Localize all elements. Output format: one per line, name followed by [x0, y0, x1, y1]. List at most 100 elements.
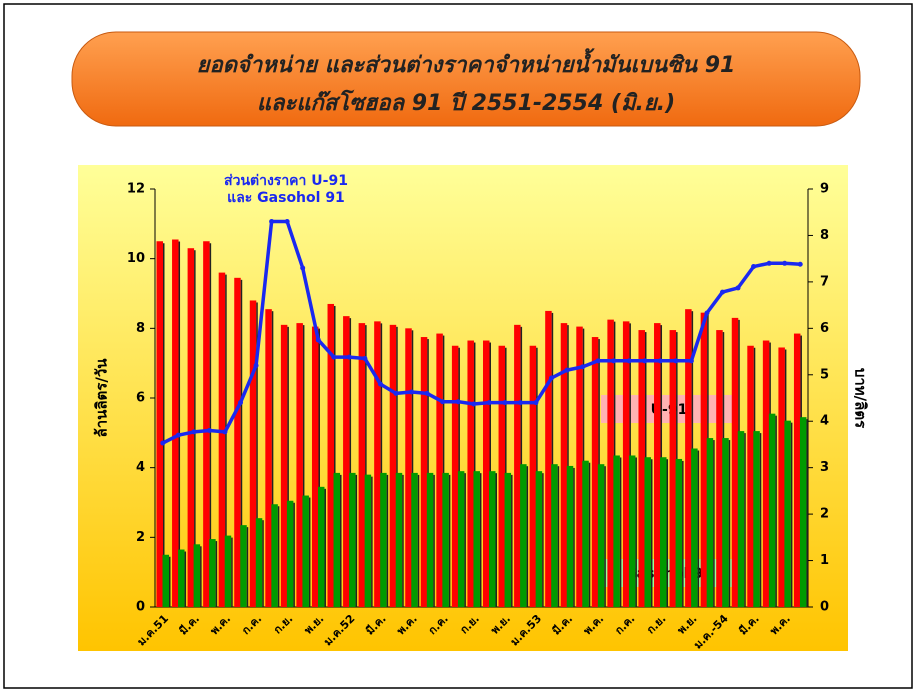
line-annotation: และ Gasohol 91	[227, 190, 345, 206]
bar-shadow	[200, 546, 202, 607]
bar	[343, 316, 350, 607]
y2-tick-label: 7	[820, 274, 829, 289]
bar	[473, 471, 480, 607]
bar	[451, 345, 459, 607]
bar-shadow	[417, 474, 420, 607]
bar	[731, 317, 739, 607]
bar	[644, 457, 651, 607]
bar-shadow	[340, 474, 342, 607]
line-marker	[284, 219, 290, 225]
bar	[622, 321, 630, 607]
y2-tick-label: 6	[820, 321, 829, 336]
bar	[514, 324, 521, 607]
bar	[535, 471, 543, 607]
bar	[551, 464, 558, 607]
y2-tick-label: 9	[820, 182, 829, 197]
bar	[311, 326, 319, 607]
bar-shadow	[744, 433, 746, 607]
line-marker	[564, 367, 570, 373]
bar-shadow	[169, 556, 171, 607]
bar-shadow	[287, 326, 289, 607]
bar	[504, 472, 512, 607]
line-marker	[486, 400, 492, 406]
y-tick-label: 0	[136, 600, 145, 615]
bar-shadow	[402, 474, 404, 607]
line-marker	[751, 264, 757, 270]
bar-shadow	[588, 462, 591, 607]
bar-shadow	[448, 474, 451, 607]
y2-tick-label: 0	[820, 600, 829, 615]
bar-shadow	[619, 457, 622, 607]
line-marker	[409, 389, 415, 395]
bar	[162, 554, 169, 607]
bar-shadow	[380, 323, 383, 607]
y-tick-label: 12	[127, 182, 145, 197]
line-marker	[595, 358, 601, 364]
bar	[265, 309, 272, 607]
bar	[613, 455, 620, 607]
line-marker	[346, 354, 352, 360]
bar-shadow	[526, 466, 529, 607]
line-marker	[533, 400, 539, 406]
bar	[457, 471, 465, 607]
bar	[489, 471, 496, 607]
bar	[395, 472, 403, 607]
line-marker	[688, 358, 694, 364]
bar	[467, 340, 474, 607]
line-marker	[704, 310, 710, 316]
bar-shadow	[495, 473, 497, 607]
bar	[768, 413, 776, 607]
bar	[327, 303, 335, 607]
bar-shadow	[806, 419, 808, 607]
bar	[280, 324, 288, 607]
bar	[691, 448, 698, 607]
bar	[747, 345, 754, 607]
line-marker	[424, 390, 430, 396]
y2-axis-label: บาท/ลิตร	[852, 368, 870, 429]
bar-shadow	[396, 326, 398, 607]
bar-shadow	[728, 440, 731, 607]
y-tick-label: 10	[127, 251, 145, 266]
y2-tick-label: 1	[820, 553, 829, 568]
line-marker	[782, 260, 788, 266]
line-marker	[377, 381, 383, 387]
line-marker	[222, 429, 228, 435]
bar	[234, 277, 241, 607]
bar	[302, 495, 309, 607]
bar	[660, 457, 667, 607]
bar	[374, 321, 381, 607]
line	[162, 219, 801, 445]
bar	[218, 272, 226, 607]
line-marker	[626, 358, 632, 364]
line-marker	[440, 399, 446, 405]
bar-shadow	[231, 537, 233, 607]
bar	[716, 330, 723, 607]
line-marker	[673, 358, 679, 364]
bar-shadow	[713, 440, 715, 607]
bar-shadow	[184, 551, 187, 607]
bar	[799, 417, 807, 607]
bar-shadow	[324, 488, 326, 607]
bar-shadow	[215, 541, 218, 607]
bar	[483, 340, 490, 607]
bar-shadow	[256, 302, 258, 607]
bar	[520, 464, 527, 607]
bar	[380, 472, 387, 607]
bar	[405, 328, 412, 607]
bar-shadow	[194, 250, 196, 607]
line-marker	[455, 399, 461, 405]
line-marker	[160, 440, 166, 446]
bar-shadow	[604, 466, 606, 607]
chart-title: ยอดจำหน่าย และส่วนต่างราคาจำหน่ายน้ำมันเ…	[197, 48, 736, 78]
y2-tick-label: 8	[820, 228, 829, 243]
bar-shadow	[542, 473, 544, 607]
bar	[156, 241, 163, 607]
bar	[591, 337, 599, 607]
bar-shadow	[271, 311, 274, 607]
bar	[762, 340, 770, 607]
bar	[358, 323, 366, 607]
bar-shadow	[573, 467, 575, 607]
bar	[607, 319, 614, 607]
y2-tick-label: 4	[820, 414, 829, 429]
